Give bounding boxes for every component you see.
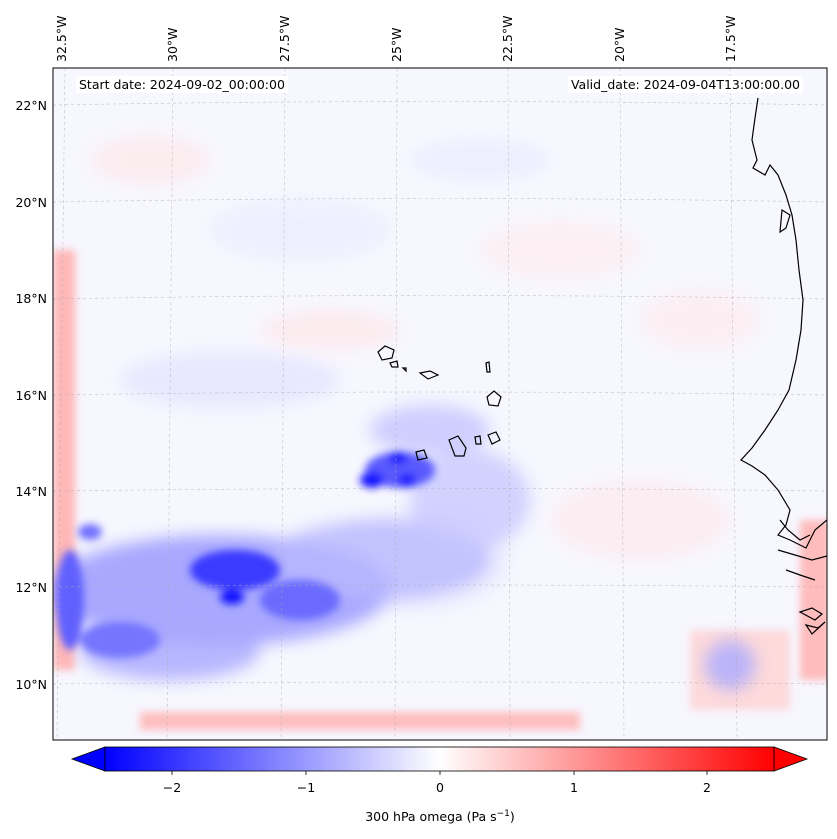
valid-date-label: Valid_date: 2024-09-04T13:00:00.00	[567, 76, 803, 93]
lat-label: 12°N	[15, 580, 47, 595]
colorbar-tick-label: −1	[297, 780, 315, 795]
colorbar-extend-max	[773, 746, 809, 772]
start-date-label: Start date: 2024-09-02_00:00:00	[76, 76, 288, 93]
lat-label: 20°N	[15, 195, 47, 210]
colorbar-label: 300 hPa omega (Pa s−1)	[365, 809, 515, 824]
lat-label: 10°N	[15, 677, 47, 692]
colorbar-gradient	[104, 746, 775, 772]
lat-label: 22°N	[15, 98, 47, 113]
lat-label: 14°N	[15, 484, 47, 499]
lon-label: 25°W	[389, 27, 404, 62]
lon-label: 17.5°W	[723, 16, 738, 62]
latitude-labels: 22°N 20°N 18°N 16°N 14°N 12°N 10°N	[15, 98, 47, 692]
lat-label: 18°N	[15, 291, 47, 306]
lon-label: 20°W	[612, 27, 627, 62]
lon-label: 27.5°W	[277, 16, 292, 62]
longitude-labels: 32.5°W 30°W 27.5°W 25°W 22.5°W 20°W 17.5…	[54, 16, 738, 62]
colorbar: −2 −1 0 1 2 300 hPa omega (Pa s−1)	[70, 746, 809, 824]
lon-label: 22.5°W	[500, 16, 515, 62]
colorbar-tick-label: 2	[703, 780, 711, 795]
lon-label: 30°W	[165, 27, 180, 62]
graticule	[53, 68, 827, 740]
lon-label: 32.5°W	[54, 16, 69, 62]
cape-verde-islands	[377, 345, 502, 461]
colorbar-extend-min	[70, 746, 106, 772]
omega-field	[53, 68, 827, 740]
map-frame	[52, 67, 828, 741]
colorbar-tick-label: 0	[436, 780, 444, 795]
colorbar-tick-label: 1	[570, 780, 578, 795]
colorbar-tick-label: −2	[163, 780, 181, 795]
coastline	[740, 97, 827, 635]
lat-label: 16°N	[15, 388, 47, 403]
